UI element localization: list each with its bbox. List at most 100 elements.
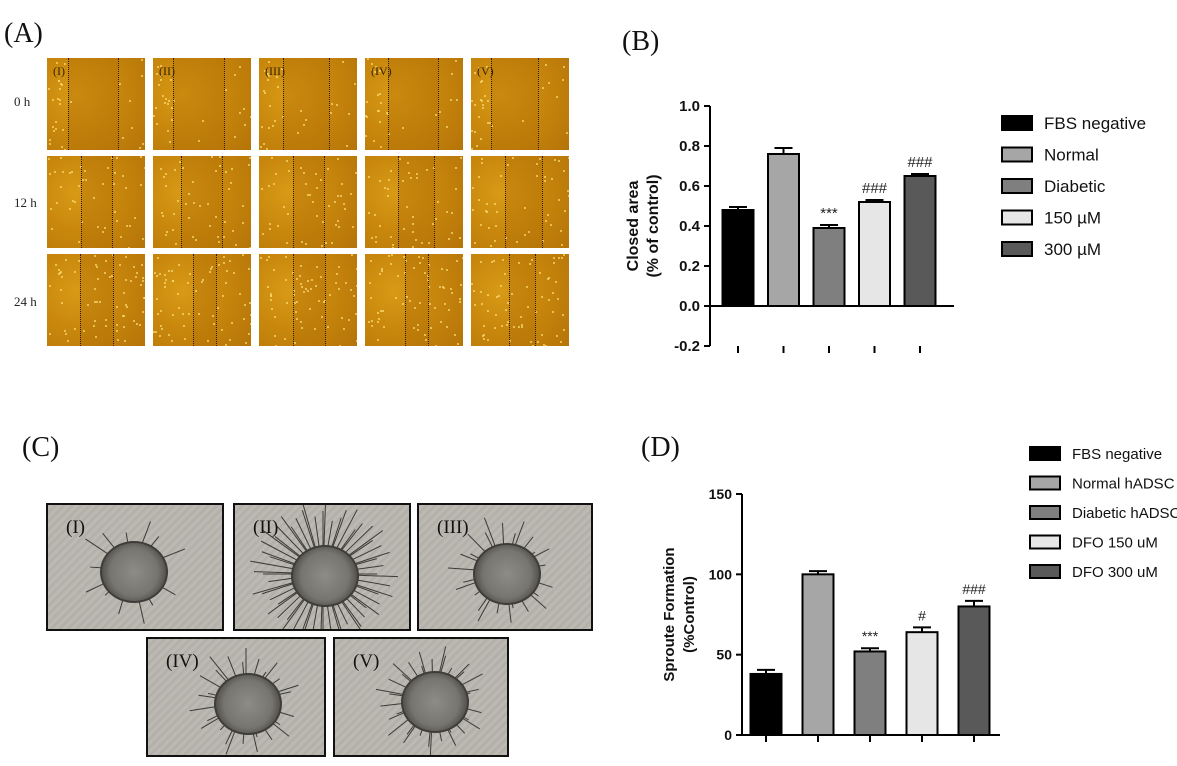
cell-speck [141, 276, 144, 279]
cell-speck [178, 161, 181, 164]
time-label-24h: 24 h [14, 294, 37, 309]
wound-edge-line [81, 156, 82, 248]
cell-speck [276, 86, 279, 89]
cell-speck [556, 96, 558, 99]
legend-swatch [1001, 146, 1033, 163]
wound-healing-image-grid: (I) (II) (III) (IV) (V) [47, 58, 569, 346]
cell-speck [568, 195, 569, 198]
cell-speck [177, 292, 180, 295]
cell-speck [302, 171, 305, 174]
significance-label: *** [862, 628, 879, 644]
cell-speck [73, 328, 76, 331]
cell-speck [94, 263, 97, 266]
cell-speck [122, 137, 125, 139]
cell-speck [231, 321, 233, 324]
cell-speck [411, 231, 414, 234]
cell-speck [370, 320, 373, 323]
y-axis-label-line: (% of control) [645, 174, 662, 277]
cell-speck [328, 205, 330, 208]
cell-speck [383, 326, 385, 329]
y-tick-label: 1.0 [679, 98, 700, 115]
cell-speck [77, 259, 80, 262]
cell-speck [209, 267, 212, 270]
legend-label: 300 µM [1044, 240, 1101, 259]
cell-speck [294, 310, 297, 313]
wound-image-r2-c3 [365, 254, 463, 346]
cell-speck [379, 309, 382, 312]
cell-speck [389, 169, 392, 172]
sprout [301, 510, 315, 548]
sprout [304, 600, 315, 629]
wound-edge-line [181, 156, 182, 248]
cell-speck [122, 315, 125, 317]
cell-speck [294, 342, 297, 345]
cell-speck [564, 209, 567, 212]
cell-speck [54, 264, 57, 267]
cell-speck [370, 62, 373, 65]
cell-speck [458, 298, 461, 301]
cell-speck [209, 225, 212, 228]
wound-image-r2-c1 [153, 254, 251, 346]
sprout [282, 596, 307, 629]
cell-speck [492, 260, 495, 263]
cell-speck [386, 112, 389, 115]
cell-speck [348, 113, 350, 116]
cell-speck [454, 59, 457, 62]
cell-speck [380, 146, 383, 149]
cell-speck [110, 274, 113, 277]
sprout [483, 517, 496, 546]
bar [957, 605, 991, 736]
cell-speck [428, 285, 431, 288]
sprout [418, 651, 426, 674]
cell-speck [271, 125, 274, 127]
cell-speck [337, 266, 340, 269]
cell-speck [499, 285, 502, 287]
cell-speck [160, 324, 163, 327]
cell-speck [158, 334, 161, 337]
wound-gap [80, 254, 113, 346]
cell-speck [166, 231, 169, 234]
cell-speck [159, 75, 162, 78]
cell-speck [115, 305, 118, 308]
cell-speck [309, 194, 311, 196]
cell-speck [506, 163, 509, 166]
cell-speck [337, 287, 340, 290]
cell-speck [471, 148, 474, 150]
cell-speck [475, 145, 478, 148]
panel-b-label: (B) [622, 26, 660, 57]
cell-speck [98, 301, 101, 304]
cell-speck [302, 124, 305, 127]
cell-speck [553, 256, 556, 259]
cell-speck [548, 298, 551, 301]
cell-speck [481, 161, 484, 164]
cell-speck [483, 333, 486, 336]
cell-speck [345, 282, 348, 285]
cell-speck [55, 121, 58, 124]
cell-speck [367, 58, 370, 60]
cell-speck [301, 326, 304, 329]
sprout [280, 516, 307, 552]
cell-speck [520, 326, 523, 329]
cell-speck [422, 257, 425, 260]
cell-speck [431, 222, 434, 225]
cell-speck [47, 87, 50, 90]
cell-speck [320, 179, 322, 182]
cell-speck [377, 110, 379, 113]
cell-speck [155, 107, 158, 110]
cell-speck [379, 120, 382, 123]
cell-speck [376, 320, 379, 323]
cell-speck [243, 304, 246, 306]
cell-speck [62, 129, 65, 132]
cell-speck [162, 175, 165, 178]
cell-speck [413, 307, 416, 310]
wound-edge-line [398, 156, 399, 248]
sprout [227, 656, 237, 677]
cell-speck [345, 145, 348, 148]
cell-speck [63, 330, 66, 333]
cell-speck [379, 273, 382, 276]
cell-speck [134, 276, 137, 278]
cell-speck [339, 344, 342, 346]
cell-speck [483, 338, 486, 341]
cell-speck [161, 327, 164, 330]
cell-speck [163, 281, 166, 284]
